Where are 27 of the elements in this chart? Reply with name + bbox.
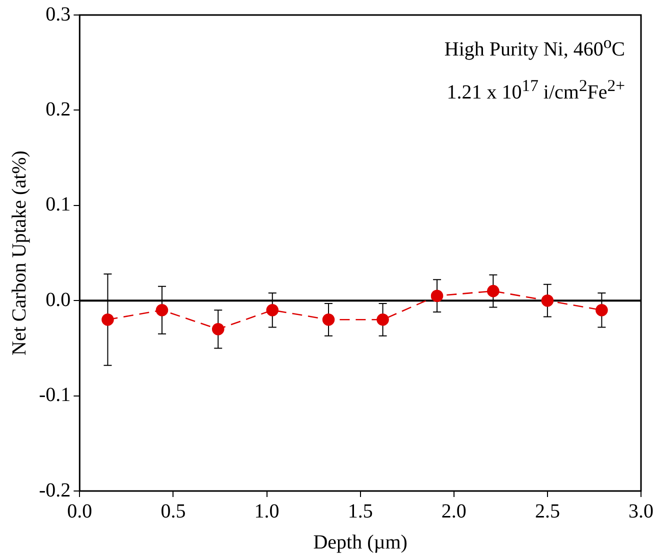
point — [156, 304, 168, 316]
point — [102, 313, 114, 326]
annotation: High Purity Ni, 460$^{o}$C — [444, 32, 625, 63]
y-tick-label: -0.1 — [38, 384, 71, 406]
point — [322, 313, 335, 326]
x-tick-label: 2.0 — [441, 500, 466, 522]
annotation: 1.21 x 10$^{17}$ i/cm$^{2}$Fe$^{2+}$ — [446, 74, 625, 106]
y-tick-label: 0.3 — [46, 3, 71, 26]
point — [266, 304, 279, 316]
point — [430, 290, 444, 302]
x-tick-label: 1.5 — [348, 500, 373, 522]
x-tick-label: 0.0 — [67, 500, 92, 522]
y-tick-label: -0.2 — [38, 479, 71, 502]
point — [541, 294, 554, 307]
point — [376, 313, 389, 326]
x-axis-title: Depth (µm) — [313, 531, 408, 554]
x-tick-label: 1.0 — [254, 500, 280, 522]
x-tick-label: 0.5 — [160, 500, 186, 522]
point — [596, 304, 608, 316]
y-tick-label: 0.2 — [46, 98, 71, 120]
x-tick-label: 2.5 — [534, 500, 560, 522]
y-tick-label: 0.0 — [46, 288, 71, 311]
y-tick-label: 0.1 — [46, 194, 71, 216]
point — [487, 284, 500, 298]
point — [212, 323, 224, 336]
y-axis-title: Net Carbon Uptake (at%) — [8, 150, 30, 356]
x-tick-label: 3.0 — [628, 500, 654, 522]
